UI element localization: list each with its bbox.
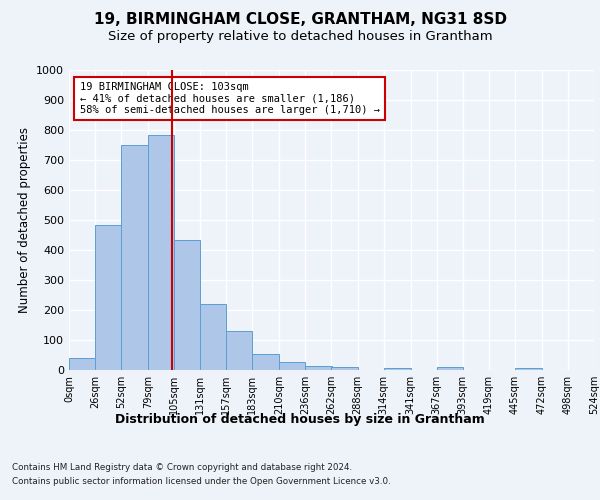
Bar [383,368,410,370]
Bar [331,367,358,370]
Text: Distribution of detached houses by size in Grantham: Distribution of detached houses by size … [115,412,485,426]
Text: Contains public sector information licensed under the Open Government Licence v3: Contains public sector information licen… [12,478,391,486]
Bar [95,224,121,370]
Bar [200,304,226,370]
Bar [437,367,463,370]
Bar [148,134,174,370]
Text: Size of property relative to detached houses in Grantham: Size of property relative to detached ho… [107,30,493,43]
Bar [305,366,331,370]
Text: 19, BIRMINGHAM CLOSE, GRANTHAM, NG31 8SD: 19, BIRMINGHAM CLOSE, GRANTHAM, NG31 8SD [94,12,506,28]
Bar [174,240,200,370]
Text: 19 BIRMINGHAM CLOSE: 103sqm
← 41% of detached houses are smaller (1,186)
58% of : 19 BIRMINGHAM CLOSE: 103sqm ← 41% of det… [79,82,380,115]
Bar [226,331,253,370]
Text: Contains HM Land Registry data © Crown copyright and database right 2024.: Contains HM Land Registry data © Crown c… [12,462,352,471]
Bar [253,354,280,370]
Bar [280,362,305,370]
Bar [121,145,148,370]
Bar [515,368,542,370]
Bar [69,358,95,370]
Y-axis label: Number of detached properties: Number of detached properties [17,127,31,313]
